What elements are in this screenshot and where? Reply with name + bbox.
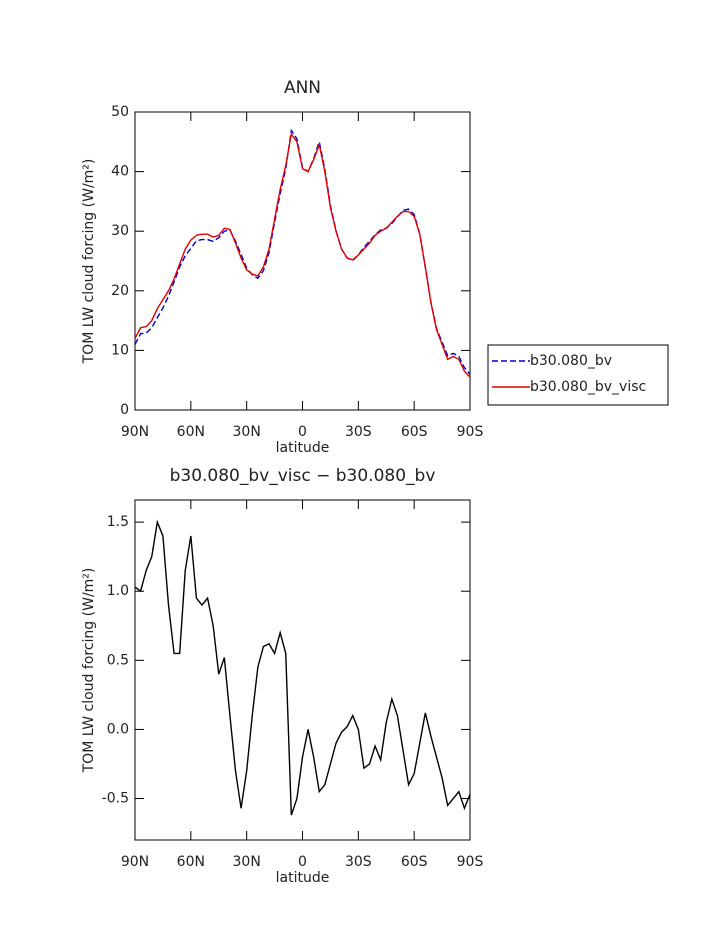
x-tick-label: 30S: [345, 854, 372, 870]
y-tick-label: -0.5: [102, 791, 129, 807]
x-axis-label: latitude: [276, 440, 330, 456]
y-tick-label: 0.5: [107, 652, 129, 668]
x-tick-label: 0: [298, 854, 307, 870]
y-axis-label: TOM LW cloud forcing (W/m²): [81, 159, 97, 365]
y-tick-label: 20: [111, 283, 129, 299]
y-tick-label: 30: [111, 223, 129, 239]
x-tick-label: 90N: [121, 854, 149, 870]
x-tick-label: 90N: [121, 424, 149, 440]
x-tick-label: 0: [298, 424, 307, 440]
x-tick-label: 60N: [177, 854, 205, 870]
y-tick-label: 50: [111, 104, 129, 120]
chart-title: b30.080_bv_visc − b30.080_bv: [170, 466, 436, 486]
x-tick-label: 90S: [457, 854, 484, 870]
data-line: [134, 519, 471, 816]
y-tick-label: 40: [111, 164, 129, 180]
legend-box: [487, 344, 669, 406]
y-tick-label: 0.0: [107, 721, 129, 737]
y-axis-label: TOM LW cloud forcing (W/m²): [81, 568, 97, 774]
x-tick-label: 90S: [457, 424, 484, 440]
y-tick-label: 1.5: [107, 514, 129, 530]
x-tick-label: 30N: [233, 424, 261, 440]
y-tick-label: 10: [111, 342, 129, 358]
legend-label: b30.080_bv: [530, 353, 612, 369]
plot-frame: [134, 499, 471, 841]
x-tick-label: 30N: [233, 854, 261, 870]
x-axis-label: latitude: [276, 870, 330, 886]
chart-title: ANN: [284, 78, 321, 98]
plot-frame: [134, 111, 471, 411]
x-tick-label: 60S: [401, 854, 428, 870]
data-line: [134, 132, 471, 378]
y-tick-label: 1.0: [107, 583, 129, 599]
x-tick-label: 60S: [401, 424, 428, 440]
legend-label: b30.080_bv_visc: [530, 379, 646, 395]
x-tick-label: 30S: [345, 424, 372, 440]
x-tick-label: 60N: [177, 424, 205, 440]
y-tick-label: 0: [120, 402, 129, 418]
